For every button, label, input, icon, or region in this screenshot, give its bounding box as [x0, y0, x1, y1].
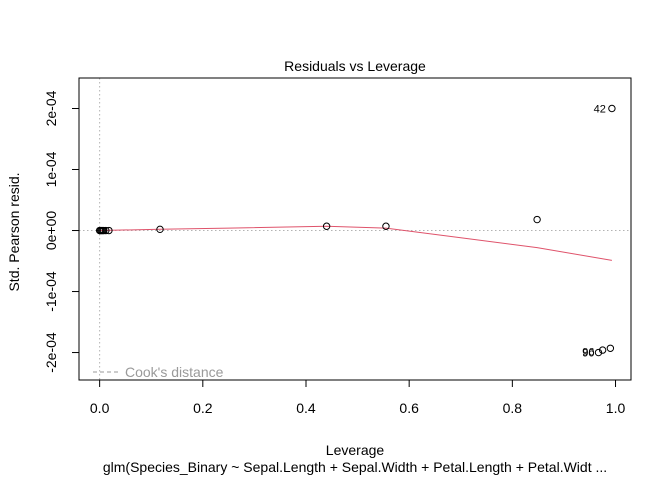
data-point	[382, 222, 390, 230]
data-point	[100, 226, 108, 235]
y-tick-label: 2e-04	[43, 90, 59, 126]
points-group	[95, 104, 616, 357]
x-tick-label: 0.2	[193, 400, 213, 416]
chart-subtitle: glm(Species_Binary ~ Sepal.Length + Sepa…	[103, 459, 607, 475]
point-label: 90	[582, 348, 594, 360]
y-tick-label: -2e-04	[43, 332, 59, 373]
point-label: 42	[594, 104, 606, 116]
data-point	[102, 226, 110, 235]
data-point	[598, 346, 607, 354]
legend: Cook's distance	[93, 364, 224, 380]
x-tick-label: 0.8	[503, 400, 523, 416]
x-tick-label: 0.4	[296, 400, 316, 416]
point-label: 96	[582, 346, 594, 358]
smooth-line-group	[99, 225, 612, 261]
x-axis-label: Leverage	[326, 442, 385, 458]
y-axis: -2e-04 -1e-04 0e+00 1e-04 2e-04	[43, 90, 80, 373]
reference-lines	[79, 78, 631, 380]
data-point	[608, 104, 616, 113]
y-tick-label: -1e-04	[43, 271, 59, 312]
x-axis: 0.0 0.2 0.4 0.6 0.8 1.0	[90, 379, 626, 416]
data-point	[156, 225, 164, 234]
y-axis-label: Std. Pearson resid.	[6, 172, 22, 291]
data-point	[594, 348, 603, 357]
data-point	[322, 222, 331, 230]
data-point	[606, 344, 615, 352]
x-tick-label: 1.0	[606, 400, 626, 416]
smooth-line	[99, 225, 612, 261]
y-tick-label: 0e+00	[43, 211, 59, 251]
x-tick-label: 0.6	[399, 400, 419, 416]
x-tick-label: 0.0	[90, 400, 110, 416]
chart-title: Residuals vs Leverage	[284, 58, 426, 74]
data-point	[533, 215, 541, 224]
y-tick-label: 1e-04	[43, 151, 59, 187]
legend-text: Cook's distance	[125, 364, 224, 380]
data-point	[105, 226, 113, 235]
